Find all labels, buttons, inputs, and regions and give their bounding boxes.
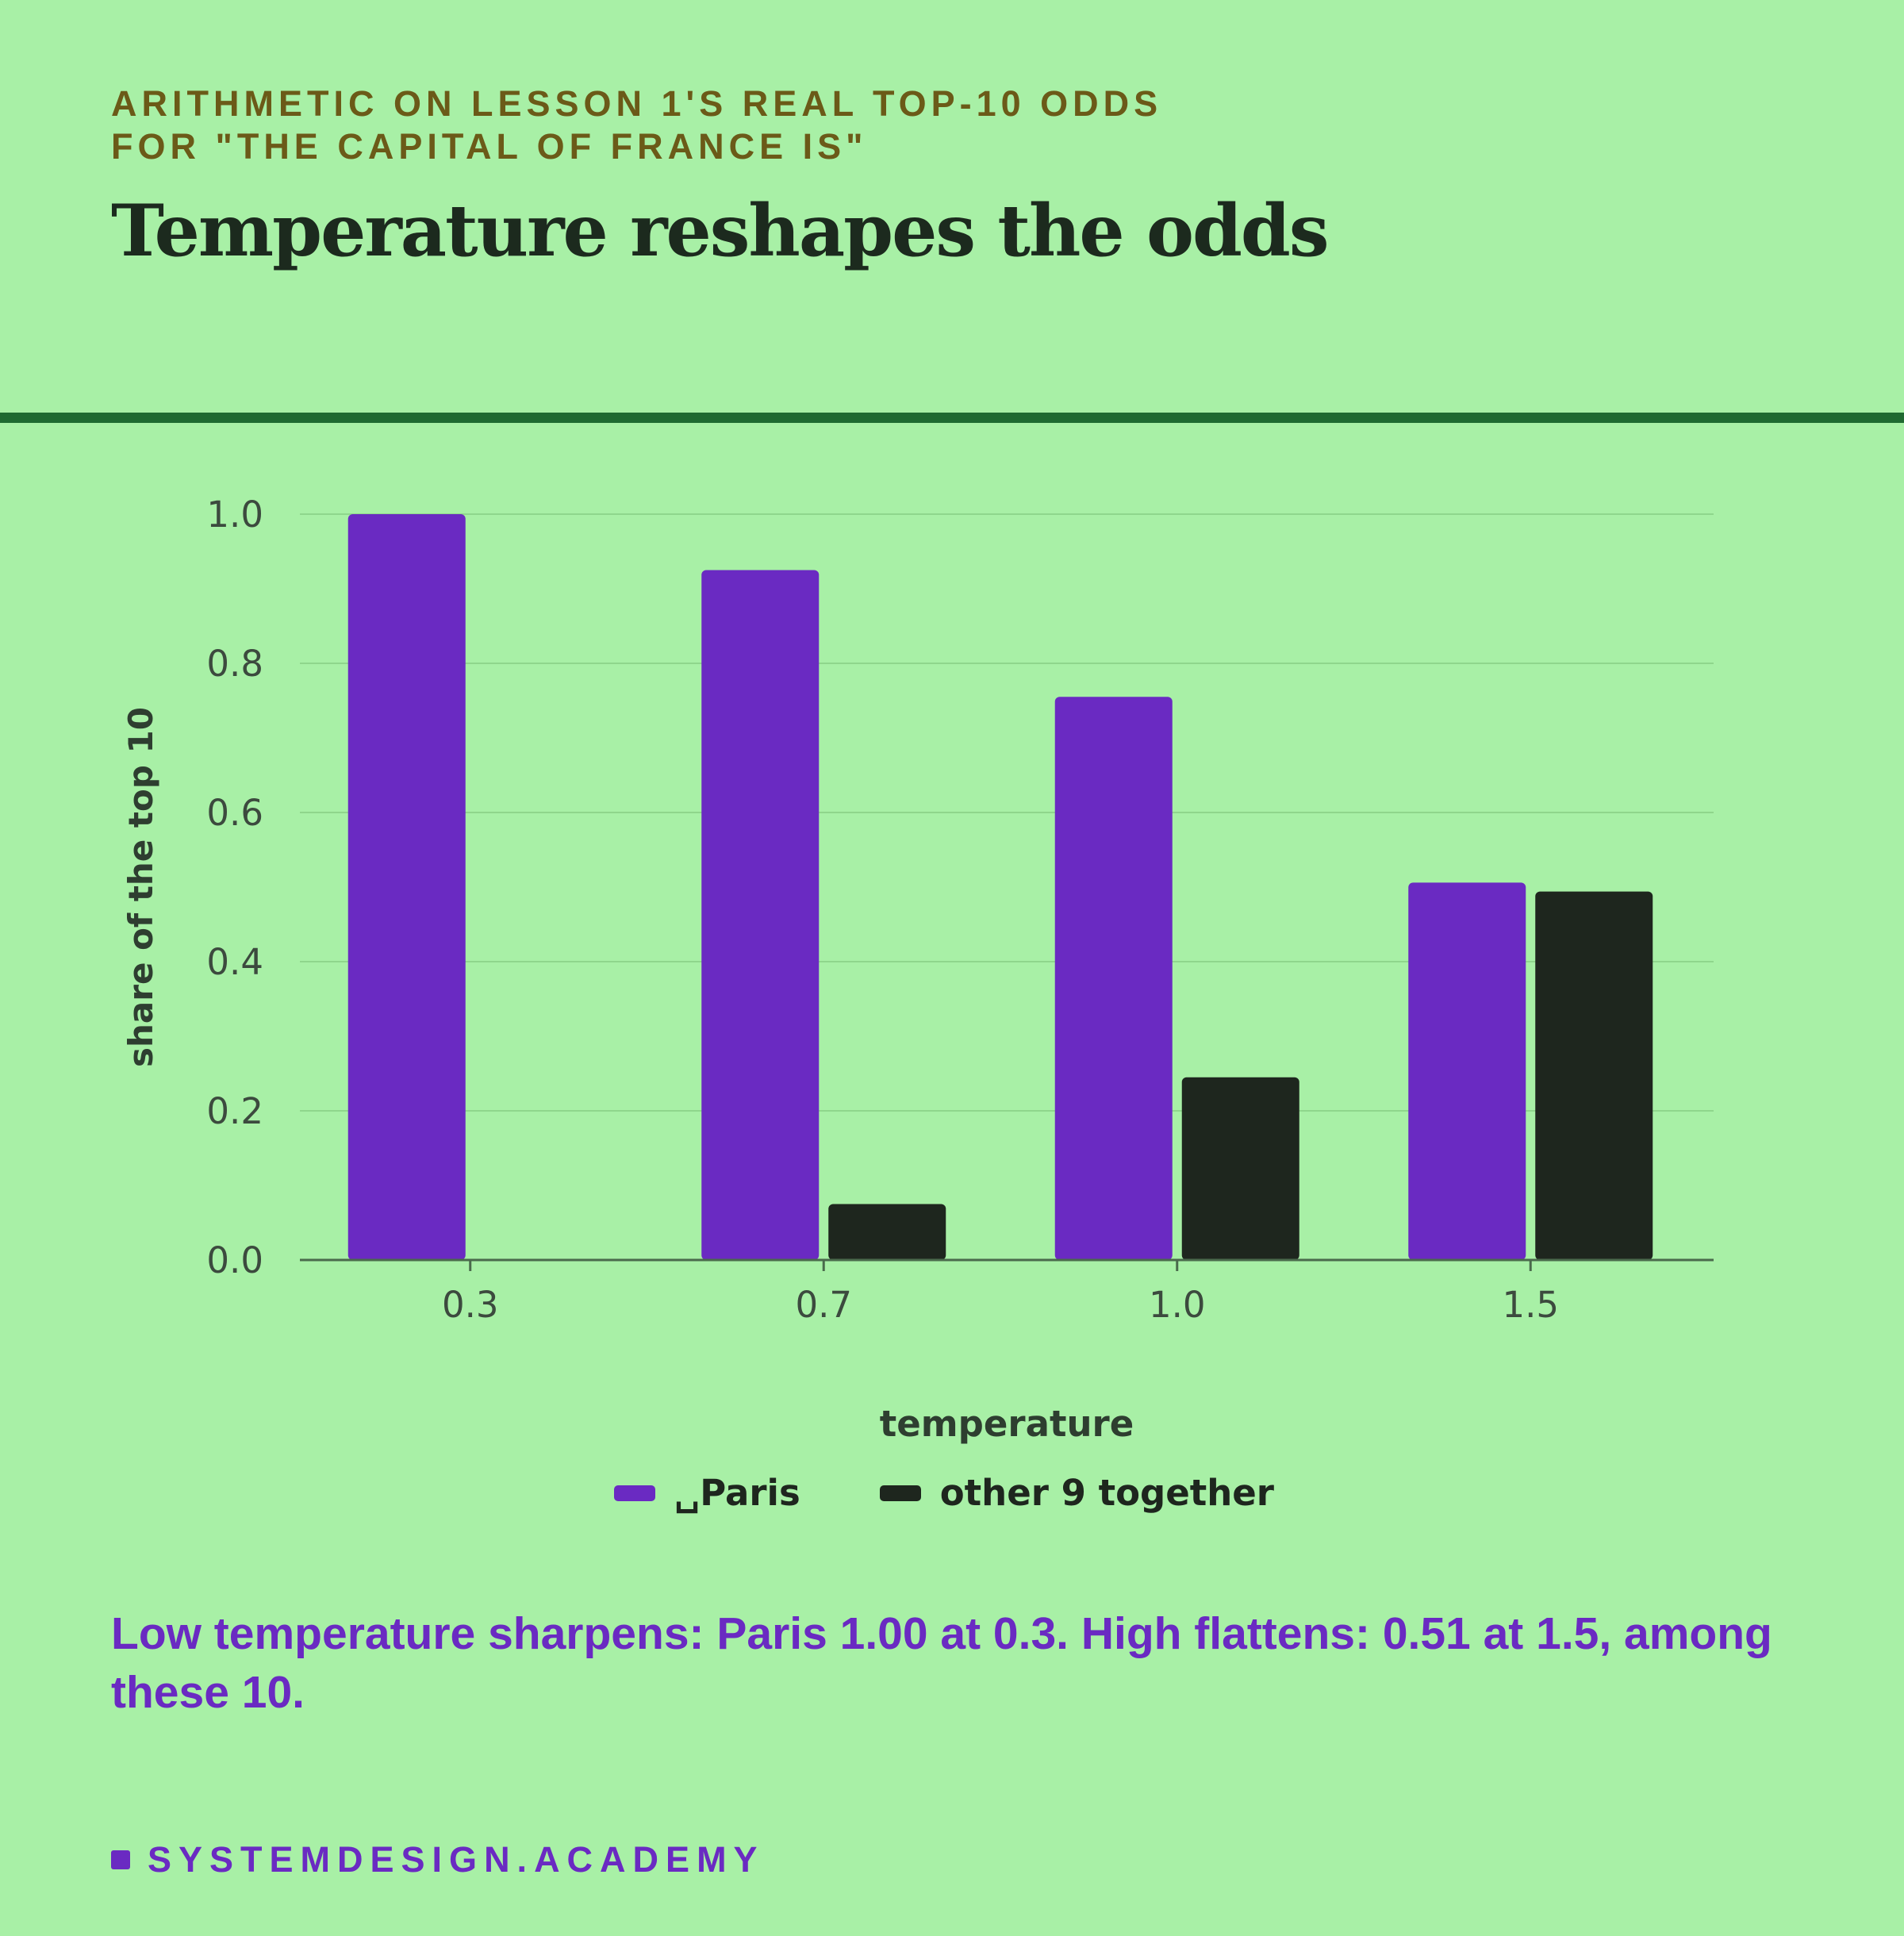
bar-other-0.7	[828, 1204, 946, 1260]
bar-paris-1.5	[1408, 882, 1526, 1260]
header-divider	[0, 413, 1904, 423]
y-tick-label: 0.8	[206, 643, 263, 685]
chart-caption: Low temperature sharpens: Paris 1.00 at …	[111, 1608, 1772, 1718]
eyebrow-line-2: FOR "THE CAPITAL OF FRANCE IS"	[111, 126, 868, 167]
x-tick-label: 0.7	[795, 1284, 852, 1326]
bar-other-1.0	[1181, 1077, 1299, 1260]
x-tick-label: 1.5	[1502, 1284, 1559, 1326]
brand-square-icon	[111, 1850, 130, 1869]
bar-paris-0.3	[347, 514, 466, 1260]
y-axis-title: share of the top 10	[121, 707, 160, 1067]
eyebrow: ARITHMETIC ON LESSON 1'S REAL TOP-10 ODD…	[111, 83, 1460, 168]
x-axis-title: temperature	[880, 1403, 1134, 1444]
y-tick-label: 0.2	[206, 1090, 263, 1132]
legend-label-other: other 9 together	[939, 1472, 1274, 1514]
y-tick-label: 0.4	[206, 941, 263, 983]
legend-item-paris: ␣Paris	[613, 1472, 800, 1514]
bar-paris-1.0	[1054, 697, 1173, 1260]
y-tick-label: 1.0	[206, 494, 263, 536]
legend-swatch-other	[879, 1485, 921, 1501]
brand: SYSTEMDESIGN.ACADEMY	[111, 1839, 765, 1880]
y-tick-label: 0.6	[206, 792, 263, 834]
bar-paris-0.7	[701, 570, 820, 1260]
legend-swatch-paris	[613, 1485, 655, 1501]
legend-item-other: other 9 together	[879, 1472, 1274, 1514]
x-tick-label: 1.0	[1149, 1284, 1206, 1326]
x-tick-label: 0.3	[442, 1284, 499, 1326]
y-tick-label: 0.0	[206, 1239, 263, 1281]
page-title: Temperature reshapes the odds	[111, 189, 1330, 273]
chart-legend: ␣Paris other 9 together	[0, 1472, 1896, 1514]
brand-name: SYSTEMDESIGN.ACADEMY	[148, 1839, 765, 1880]
legend-label-paris: ␣Paris	[674, 1472, 800, 1514]
bar-other-1.5	[1535, 891, 1653, 1260]
bar-chart: 0.0 0.2 0.4 0.6 0.8 1.0 0.3 0.7 1.0 1.5 temperatur…	[121, 494, 1714, 1444]
eyebrow-line-1: ARITHMETIC ON LESSON 1'S REAL TOP-10 ODD…	[111, 83, 1163, 124]
